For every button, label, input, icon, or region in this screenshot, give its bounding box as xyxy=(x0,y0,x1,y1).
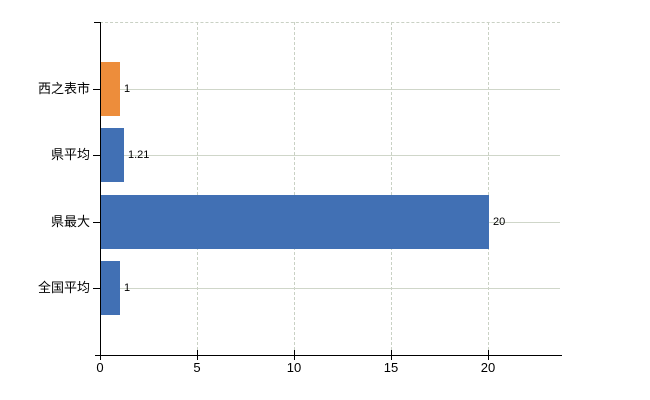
y-axis-tick xyxy=(93,288,100,289)
horizontal-gridline xyxy=(100,89,560,90)
y-axis-tick xyxy=(94,22,100,23)
bar-value-label: 1 xyxy=(124,83,131,95)
y-axis-tick xyxy=(93,155,100,156)
x-axis-tick xyxy=(294,350,295,360)
x-tick-label: 10 xyxy=(286,360,302,375)
x-tick-label: 5 xyxy=(193,360,201,375)
x-tick-label: 0 xyxy=(96,360,104,375)
bar-value-label: 20 xyxy=(493,216,506,228)
bar xyxy=(101,261,120,315)
x-axis-line xyxy=(95,355,562,356)
y-axis-tick xyxy=(93,222,100,223)
vertical-gridline xyxy=(391,22,392,355)
x-tick-label: 15 xyxy=(383,360,399,375)
plot-top-border xyxy=(100,22,560,23)
x-axis-tick xyxy=(391,350,392,360)
bar xyxy=(101,62,120,116)
vertical-gridline xyxy=(294,22,295,355)
bar xyxy=(101,128,124,182)
category-label: 全国平均 xyxy=(37,280,90,295)
category-label: 県平均 xyxy=(50,147,90,162)
x-axis-tick xyxy=(488,350,489,360)
vertical-gridline xyxy=(488,22,489,355)
vertical-gridline xyxy=(197,22,198,355)
bar-value-label: 1 xyxy=(124,282,131,294)
x-axis-tick xyxy=(100,350,101,360)
y-axis-line xyxy=(100,22,101,356)
category-label: 西之表市 xyxy=(37,81,90,96)
x-axis-tick xyxy=(197,350,198,360)
bar xyxy=(101,195,489,249)
y-axis-tick xyxy=(93,89,100,90)
horizontal-gridline xyxy=(100,155,560,156)
category-label: 県最大 xyxy=(50,214,90,229)
horizontal-gridline xyxy=(100,288,560,289)
bar-value-label: 1.21 xyxy=(128,149,150,161)
x-tick-label: 20 xyxy=(480,360,496,375)
